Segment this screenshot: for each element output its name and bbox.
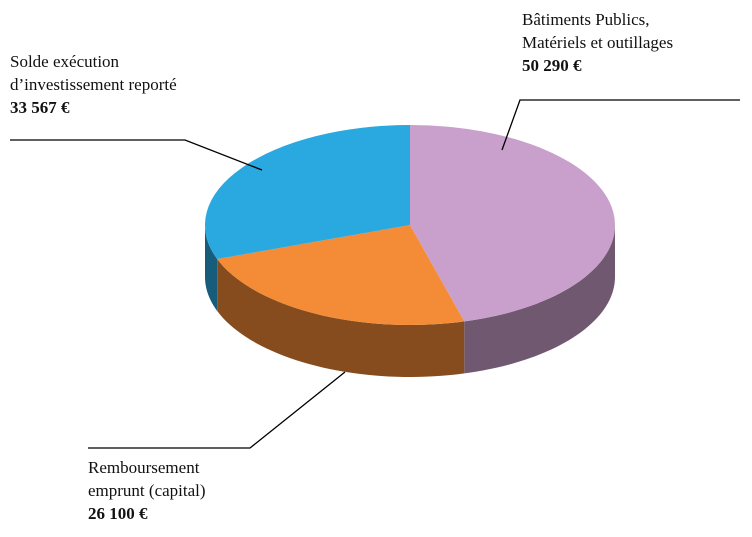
- value-label: 33 567 €: [10, 98, 70, 117]
- value-label: 50 290 €: [522, 56, 582, 75]
- leader-line: [501, 99, 740, 151]
- pie-slice: [410, 125, 616, 322]
- pie-slice: [205, 125, 410, 260]
- slice-side: [217, 259, 465, 377]
- slice-side: [464, 225, 615, 374]
- category-label: Bâtiments Publics, Matériels et outillag…: [522, 10, 674, 52]
- slice-label: Bâtiments Publics, Matériels et outillag…: [522, 8, 707, 77]
- slice-label: Solde exécution d’investissement reporté…: [10, 50, 200, 119]
- slice-label: Remboursement emprunt (capital) 26 100 €: [88, 456, 238, 525]
- slice-tops: [205, 125, 616, 325]
- category-label: Remboursement emprunt (capital): [88, 458, 206, 500]
- value-label: 26 100 €: [88, 504, 148, 523]
- slice-sides: [205, 225, 615, 377]
- category-label: Solde exécution d’investissement reporté: [10, 52, 177, 94]
- leader-line: [88, 371, 346, 449]
- leader-line: [10, 139, 263, 171]
- pie-slice: [217, 225, 465, 325]
- slice-side: [205, 225, 218, 312]
